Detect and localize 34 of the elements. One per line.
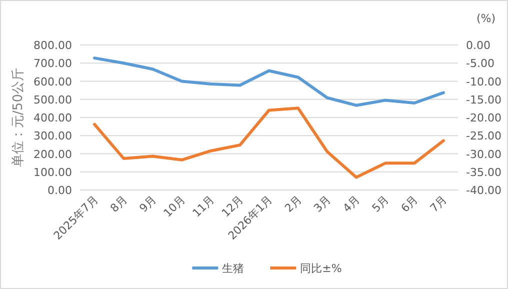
x-tick-label: 3月 (311, 192, 334, 215)
line-series (93, 106, 445, 179)
line-series (93, 56, 445, 107)
y-tick-label: 200.00 (34, 148, 72, 161)
y-tick-label: 0.00 (48, 184, 72, 197)
x-tick-label: 6月 (398, 192, 421, 215)
x-tick-label: 5月 (370, 192, 392, 215)
x-tick-label: 9月 (136, 192, 159, 215)
y-tick-label: 400.00 (34, 112, 72, 124)
y-tick-label: 800.00 (34, 39, 72, 52)
y2-tick-label: -5.00 (466, 57, 494, 70)
y2-tick-label: -20.00 (466, 112, 502, 124)
x-tick-label: 4月 (340, 192, 362, 215)
x-tick-label: 7月 (428, 192, 450, 215)
y2-tick-label: -15.00 (466, 93, 502, 106)
y2-tick-label: -30.00 (466, 148, 502, 161)
y-axis-title: 单位：元/50公斤 (11, 68, 26, 167)
y2-tick-label: -35.00 (466, 166, 502, 179)
x-tick-label: 11月 (190, 192, 217, 220)
y2-tick-label: -40.00 (466, 184, 502, 197)
y-tick-label: 600.00 (34, 75, 72, 88)
y2-tick-label: -25.00 (466, 130, 502, 143)
legend-label: 生猪 (222, 262, 244, 275)
y2-axis-title: (%) (476, 12, 496, 25)
x-tick-label: 2月 (282, 192, 304, 215)
y-tick-label: 500.00 (34, 93, 72, 106)
legend-label: 同比±% (300, 262, 342, 275)
y-tick-label: 700.00 (34, 57, 72, 70)
x-tick-label: 10月 (161, 192, 188, 220)
y-tick-label: 300.00 (34, 130, 72, 143)
x-tick-label: 8月 (108, 192, 130, 215)
y2-tick-label: -10.00 (466, 75, 502, 88)
y-tick-label: 100.00 (34, 166, 72, 179)
y2-tick-label: 0.00 (466, 39, 490, 52)
